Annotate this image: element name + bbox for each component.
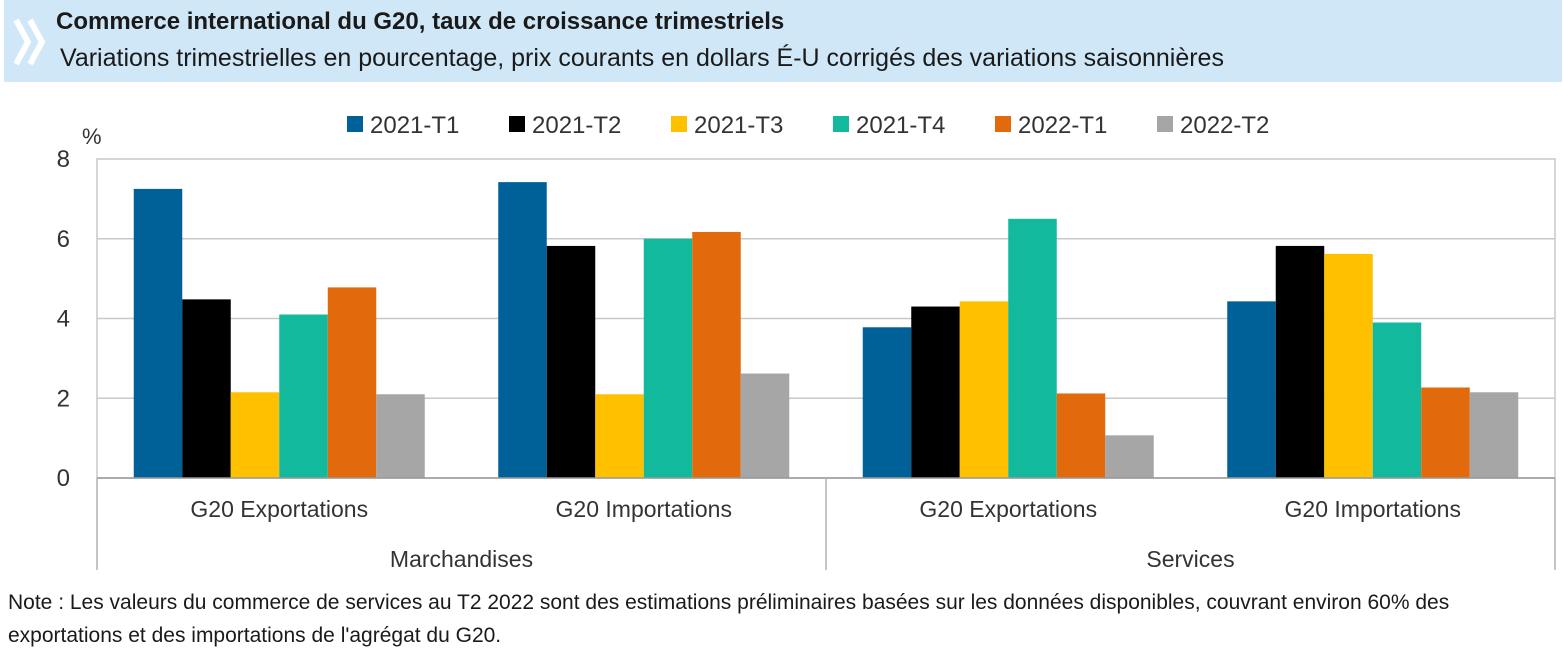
chart-legend: 2021-T1 2021-T2 2021-T3 2021-T4 2022-T1 2022-…	[347, 112, 1269, 139]
legend-label: 2021-T2	[532, 112, 621, 139]
bar	[1324, 253, 1373, 478]
y-axis-unit-label: %	[82, 124, 102, 149]
bar	[327, 287, 377, 478]
bar	[1421, 387, 1470, 478]
bar	[498, 182, 547, 478]
x-group-label: Services	[1146, 546, 1234, 572]
legend-swatch	[833, 116, 849, 132]
axes: 0 2 4 6 8 G20 Exportations G20 Importations G20…	[57, 146, 1556, 572]
bar	[911, 306, 960, 478]
bar	[230, 392, 280, 478]
legend-swatch	[995, 116, 1011, 132]
bar	[1275, 245, 1325, 478]
legend-swatch	[671, 116, 687, 132]
chart-header-banner: Commerce international du G20, taux de c…	[4, 0, 1562, 82]
bar	[133, 188, 183, 478]
y-tick-label: 6	[57, 226, 70, 253]
legend-label: 2021-T1	[370, 112, 459, 139]
legend-label: 2022-T2	[1180, 112, 1269, 139]
bar	[692, 231, 741, 478]
bar	[862, 327, 912, 478]
y-tick-label: 0	[57, 465, 70, 492]
x-tick-label: G20 Importations	[1285, 496, 1461, 522]
legend-swatch	[509, 116, 525, 132]
bar	[1227, 301, 1276, 478]
chart-subtitle: Variations trimestrielles en pourcentage…	[60, 44, 1224, 72]
bar	[1056, 393, 1106, 478]
bar	[546, 245, 596, 478]
bar	[643, 238, 693, 478]
double-chevron-icon	[13, 18, 46, 66]
legend-swatch	[347, 116, 363, 132]
x-tick-label: G20 Exportations	[919, 496, 1097, 522]
bar	[279, 314, 328, 478]
x-tick-label: G20 Exportations	[190, 496, 368, 522]
y-tick-label: 4	[57, 306, 70, 333]
x-group-label: Marchandises	[390, 546, 533, 572]
bars	[133, 182, 1519, 478]
bar	[376, 394, 425, 478]
legend-label: 2021-T4	[856, 112, 945, 139]
chart-title: Commerce international du G20, taux de c…	[56, 8, 785, 35]
bar	[1372, 322, 1422, 478]
bar	[595, 394, 644, 478]
chart-note: Note : Les valeurs du commerce de servic…	[8, 591, 1450, 647]
bar	[1469, 392, 1519, 478]
y-tick-label: 2	[57, 385, 70, 412]
bar	[1105, 435, 1154, 478]
bar	[182, 299, 231, 478]
bar	[959, 301, 1009, 478]
y-tick-label: 8	[57, 146, 70, 173]
bar-chart: 2021-T1 2021-T2 2021-T3 2021-T4 2022-T1 2022-…	[57, 112, 1556, 572]
legend-swatch	[1157, 116, 1173, 132]
bar	[1008, 218, 1057, 478]
x-tick-label: G20 Importations	[556, 496, 732, 522]
legend-label: 2021-T3	[694, 112, 783, 139]
legend-label: 2022-T1	[1018, 112, 1107, 139]
bar	[740, 373, 790, 478]
